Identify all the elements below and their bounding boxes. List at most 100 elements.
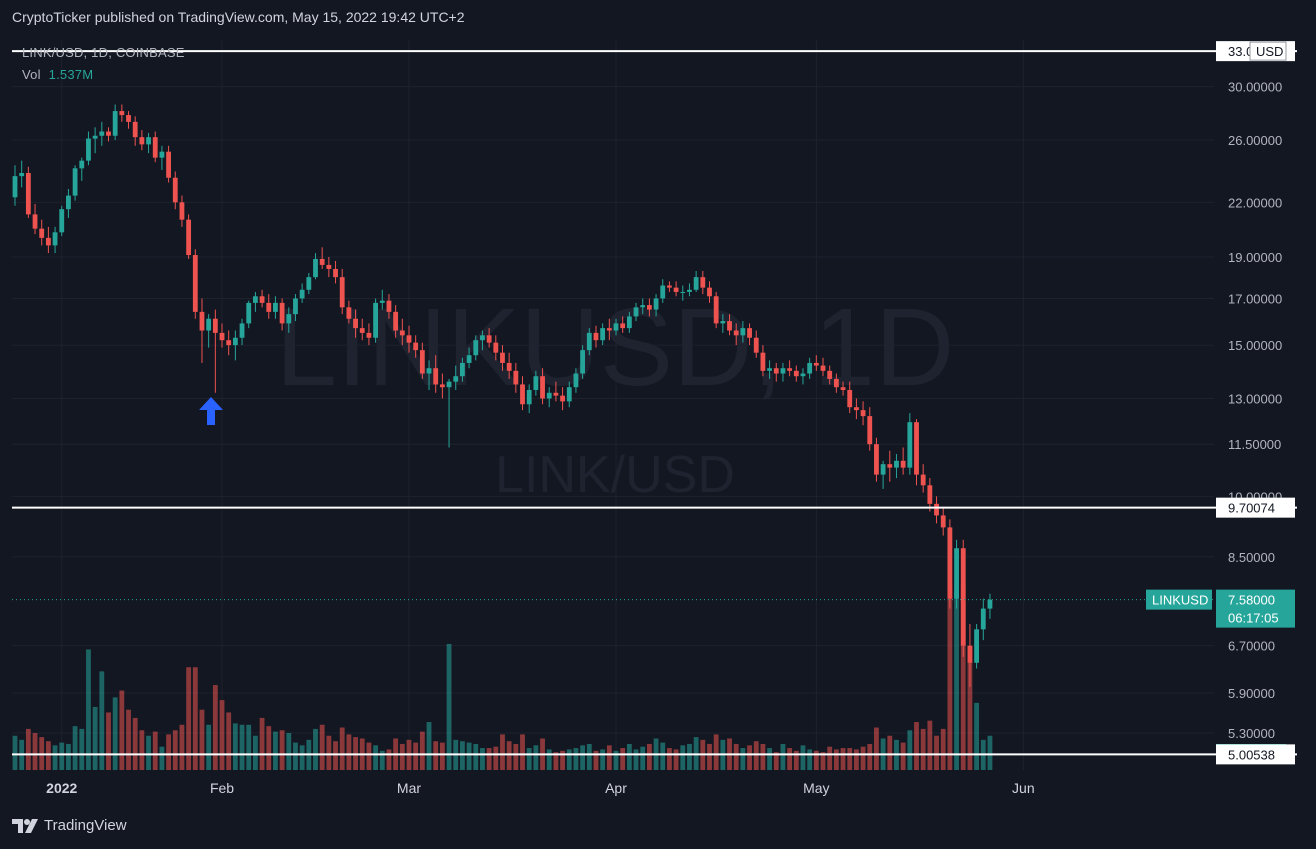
volume-bar <box>967 646 973 770</box>
volume-bar <box>346 734 352 770</box>
candle-body <box>680 291 686 293</box>
volume-bar <box>807 749 813 770</box>
candle-body <box>333 268 338 278</box>
candle-body <box>172 177 178 203</box>
candle-body <box>613 323 619 331</box>
volume-bar <box>606 745 612 770</box>
volume-bar <box>586 743 592 770</box>
volume-bar <box>286 733 292 770</box>
volume-bar <box>940 728 946 770</box>
candle-body <box>219 332 225 341</box>
volume-bar <box>239 724 245 770</box>
time-axis[interactable]: 2022 Feb Mar Apr May Jun <box>46 780 1034 796</box>
candle-body <box>206 318 212 331</box>
volume-bar <box>680 745 686 770</box>
candle-body <box>560 395 565 402</box>
candle-body <box>313 258 318 278</box>
candle-body <box>126 115 131 122</box>
volume-bar <box>186 667 192 770</box>
candle-body <box>967 645 973 663</box>
candle-body <box>980 608 986 630</box>
candle-body <box>359 328 365 333</box>
candle-body <box>813 362 819 366</box>
candle-body <box>853 407 859 411</box>
candle-body <box>894 460 899 468</box>
volume-bar <box>787 748 793 770</box>
price-tick-label: 30.00000 <box>1228 80 1282 95</box>
candle-body <box>106 131 111 136</box>
volume-bar <box>626 743 632 770</box>
currency-tag: USD <box>1256 44 1283 59</box>
candle-body <box>520 384 525 405</box>
volume-bar <box>987 735 993 770</box>
candle-body <box>827 370 833 379</box>
candle-body <box>713 296 719 324</box>
candle-body <box>573 373 579 388</box>
candle-body <box>667 285 672 288</box>
publisher-caption: CryptoTicker published on TradingView.co… <box>12 9 465 25</box>
volume-bar <box>252 735 258 770</box>
volume-bar <box>526 748 532 770</box>
candle-body <box>974 629 980 663</box>
volume-bar <box>119 690 125 770</box>
candle-body <box>526 389 532 405</box>
candle-body <box>880 464 886 475</box>
volume-bar <box>12 735 18 770</box>
candle-body <box>112 111 118 136</box>
volume-bar <box>373 745 379 770</box>
candle-body <box>293 298 298 315</box>
grid-lines <box>12 40 1214 770</box>
candle-body <box>733 330 739 336</box>
volume-bar <box>613 750 619 770</box>
candle-body <box>446 381 452 388</box>
footer-brand[interactable]: TradingView <box>12 817 127 834</box>
volume-bar <box>820 752 826 770</box>
volume-bar <box>553 752 559 770</box>
candle-body <box>807 362 813 374</box>
candle-body <box>720 321 726 324</box>
volume-bar <box>313 728 318 770</box>
candle-body <box>914 422 919 475</box>
candle-body <box>860 410 866 417</box>
price-axis[interactable]: 30.00000 26.00000 22.00000 19.00000 17.00000… <box>1228 80 1282 741</box>
candle-body <box>593 332 599 341</box>
symbol-tag-bg <box>1146 589 1212 610</box>
candle-body <box>793 370 799 377</box>
volume-bar <box>139 730 145 770</box>
candle-body <box>486 335 492 343</box>
volume-bar <box>580 745 586 770</box>
candle-body <box>687 289 692 292</box>
volume-bar <box>79 728 85 770</box>
volume-bar <box>419 731 425 770</box>
candle-body <box>226 340 232 346</box>
volume-bar <box>800 745 806 770</box>
volume-bar <box>86 649 91 770</box>
horizontal-lines[interactable] <box>12 50 1297 756</box>
volume-bar <box>566 749 572 770</box>
candle-body <box>92 135 98 139</box>
bar-countdown: 06:17:05 <box>1228 611 1279 626</box>
candle-body <box>707 287 712 297</box>
candle-body <box>232 337 238 346</box>
candle-body <box>346 307 352 319</box>
candles <box>12 104 993 687</box>
price-tick-label: 17.00000 <box>1228 291 1282 306</box>
legend-volume: Vol 1.537M <box>22 67 93 82</box>
candle-body <box>640 305 646 308</box>
volume-bar <box>593 750 599 770</box>
volume-bar <box>493 746 499 770</box>
candle-body <box>119 111 125 116</box>
legend-symbol[interactable]: LINK/USD, 1D, COINBASE <box>22 45 185 60</box>
candle-body <box>800 373 806 377</box>
candle-body <box>773 368 779 374</box>
volume-bar <box>386 749 392 770</box>
volume-bar <box>206 724 212 770</box>
volume-bar <box>232 723 238 770</box>
candle-body <box>279 302 285 324</box>
volume-bar <box>106 712 111 770</box>
candle-body <box>52 232 58 246</box>
volume-bar <box>166 734 171 770</box>
volume-bar <box>840 748 846 770</box>
